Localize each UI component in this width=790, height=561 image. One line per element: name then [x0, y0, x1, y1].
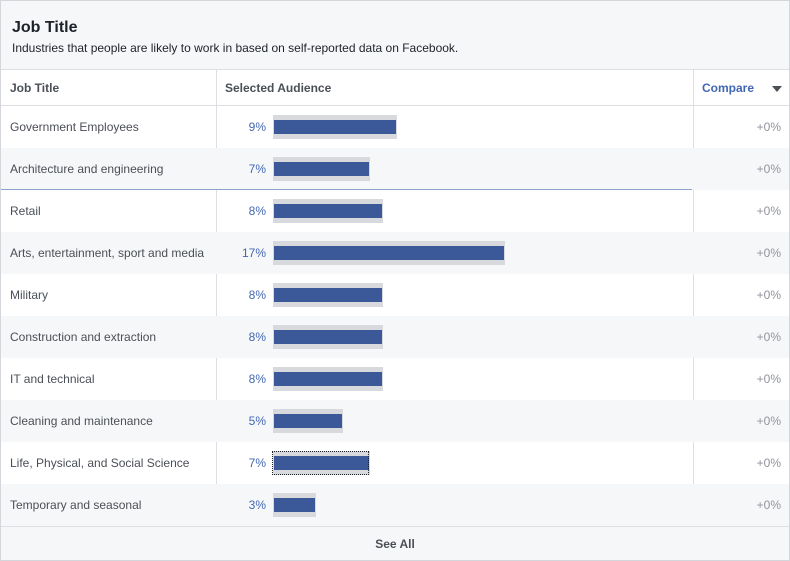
- audience-bar: [274, 246, 504, 260]
- audience-bar: [274, 204, 382, 218]
- compare-dropdown[interactable]: Compare: [693, 70, 789, 106]
- row-compare-value: +0%: [756, 330, 781, 344]
- table-row[interactable]: Construction and extraction 8% +0%: [1, 316, 789, 358]
- compare-label: Compare: [702, 81, 755, 95]
- row-label: Cleaning and maintenance: [10, 414, 153, 428]
- row-compare-value: +0%: [756, 204, 781, 218]
- row-percent: 8%: [248, 288, 266, 302]
- panel-header: Job Title Industries that people are lik…: [1, 1, 789, 70]
- row-percent: 8%: [248, 372, 266, 386]
- row-percent: 9%: [248, 120, 266, 134]
- audience-bar: [274, 330, 382, 344]
- audience-bar: [274, 414, 342, 428]
- table-row[interactable]: IT and technical 8% +0%: [1, 358, 789, 400]
- row-label: Life, Physical, and Social Science: [10, 456, 190, 470]
- table-row[interactable]: Life, Physical, and Social Science 7% +0%: [1, 442, 789, 484]
- column-header-job-title: Job Title: [10, 81, 60, 95]
- row-compare-value: +0%: [756, 414, 781, 428]
- table-row[interactable]: Arts, entertainment, sport and media 17% +…: [1, 232, 789, 274]
- table-row[interactable]: Retail 8% +0%: [1, 190, 789, 232]
- column-divider: [693, 70, 694, 526]
- row-compare-value: +0%: [756, 162, 781, 176]
- audience-bar: [274, 120, 396, 134]
- table-row[interactable]: Temporary and seasonal 3% +0%: [1, 484, 789, 526]
- column-divider: [216, 70, 217, 526]
- table-header: Job Title Selected Audience Compare: [1, 70, 789, 106]
- table-row[interactable]: Architecture and engineering 7% +0%: [1, 148, 789, 190]
- audience-bar: [274, 456, 369, 470]
- row-label: Construction and extraction: [10, 330, 157, 344]
- row-percent: 7%: [248, 456, 266, 470]
- table-row[interactable]: Military 8% +0%: [1, 274, 789, 316]
- row-label: Government Employees: [10, 120, 139, 134]
- row-label: Temporary and seasonal: [10, 498, 142, 512]
- row-percent: 8%: [248, 330, 266, 344]
- row-label: Retail: [10, 204, 41, 218]
- table-row[interactable]: Government Employees 9% +0%: [1, 106, 789, 148]
- chevron-down-icon: [772, 86, 782, 92]
- row-compare-value: +0%: [756, 246, 781, 260]
- focus-outline: [272, 451, 369, 475]
- table-row[interactable]: Cleaning and maintenance 5% +0%: [1, 400, 789, 442]
- row-label: IT and technical: [10, 372, 95, 386]
- column-header-selected-audience: Selected Audience: [225, 81, 332, 95]
- row-compare-value: +0%: [756, 120, 781, 134]
- row-compare-value: +0%: [756, 288, 781, 302]
- row-percent: 7%: [248, 162, 266, 176]
- panel-title: Job Title: [12, 19, 78, 36]
- row-percent: 17%: [241, 246, 266, 260]
- audience-bar: [274, 162, 369, 176]
- row-compare-value: +0%: [756, 372, 781, 386]
- row-label: Military: [10, 288, 48, 302]
- audience-bar: [274, 372, 382, 386]
- row-label: Architecture and engineering: [10, 162, 164, 176]
- row-label: Arts, entertainment, sport and media: [10, 246, 205, 260]
- row-compare-value: +0%: [756, 456, 781, 470]
- audience-bar: [274, 288, 382, 302]
- see-all-button[interactable]: See All: [375, 537, 415, 551]
- panel-footer: See All: [1, 526, 789, 560]
- row-percent: 5%: [248, 414, 266, 428]
- row-percent: 3%: [248, 498, 266, 512]
- row-compare-value: +0%: [756, 498, 781, 512]
- row-hover-indicator: [1, 189, 692, 190]
- panel-subtitle: Industries that people are likely to wor…: [12, 41, 459, 55]
- row-percent: 8%: [248, 204, 266, 218]
- audience-bar: [274, 498, 315, 512]
